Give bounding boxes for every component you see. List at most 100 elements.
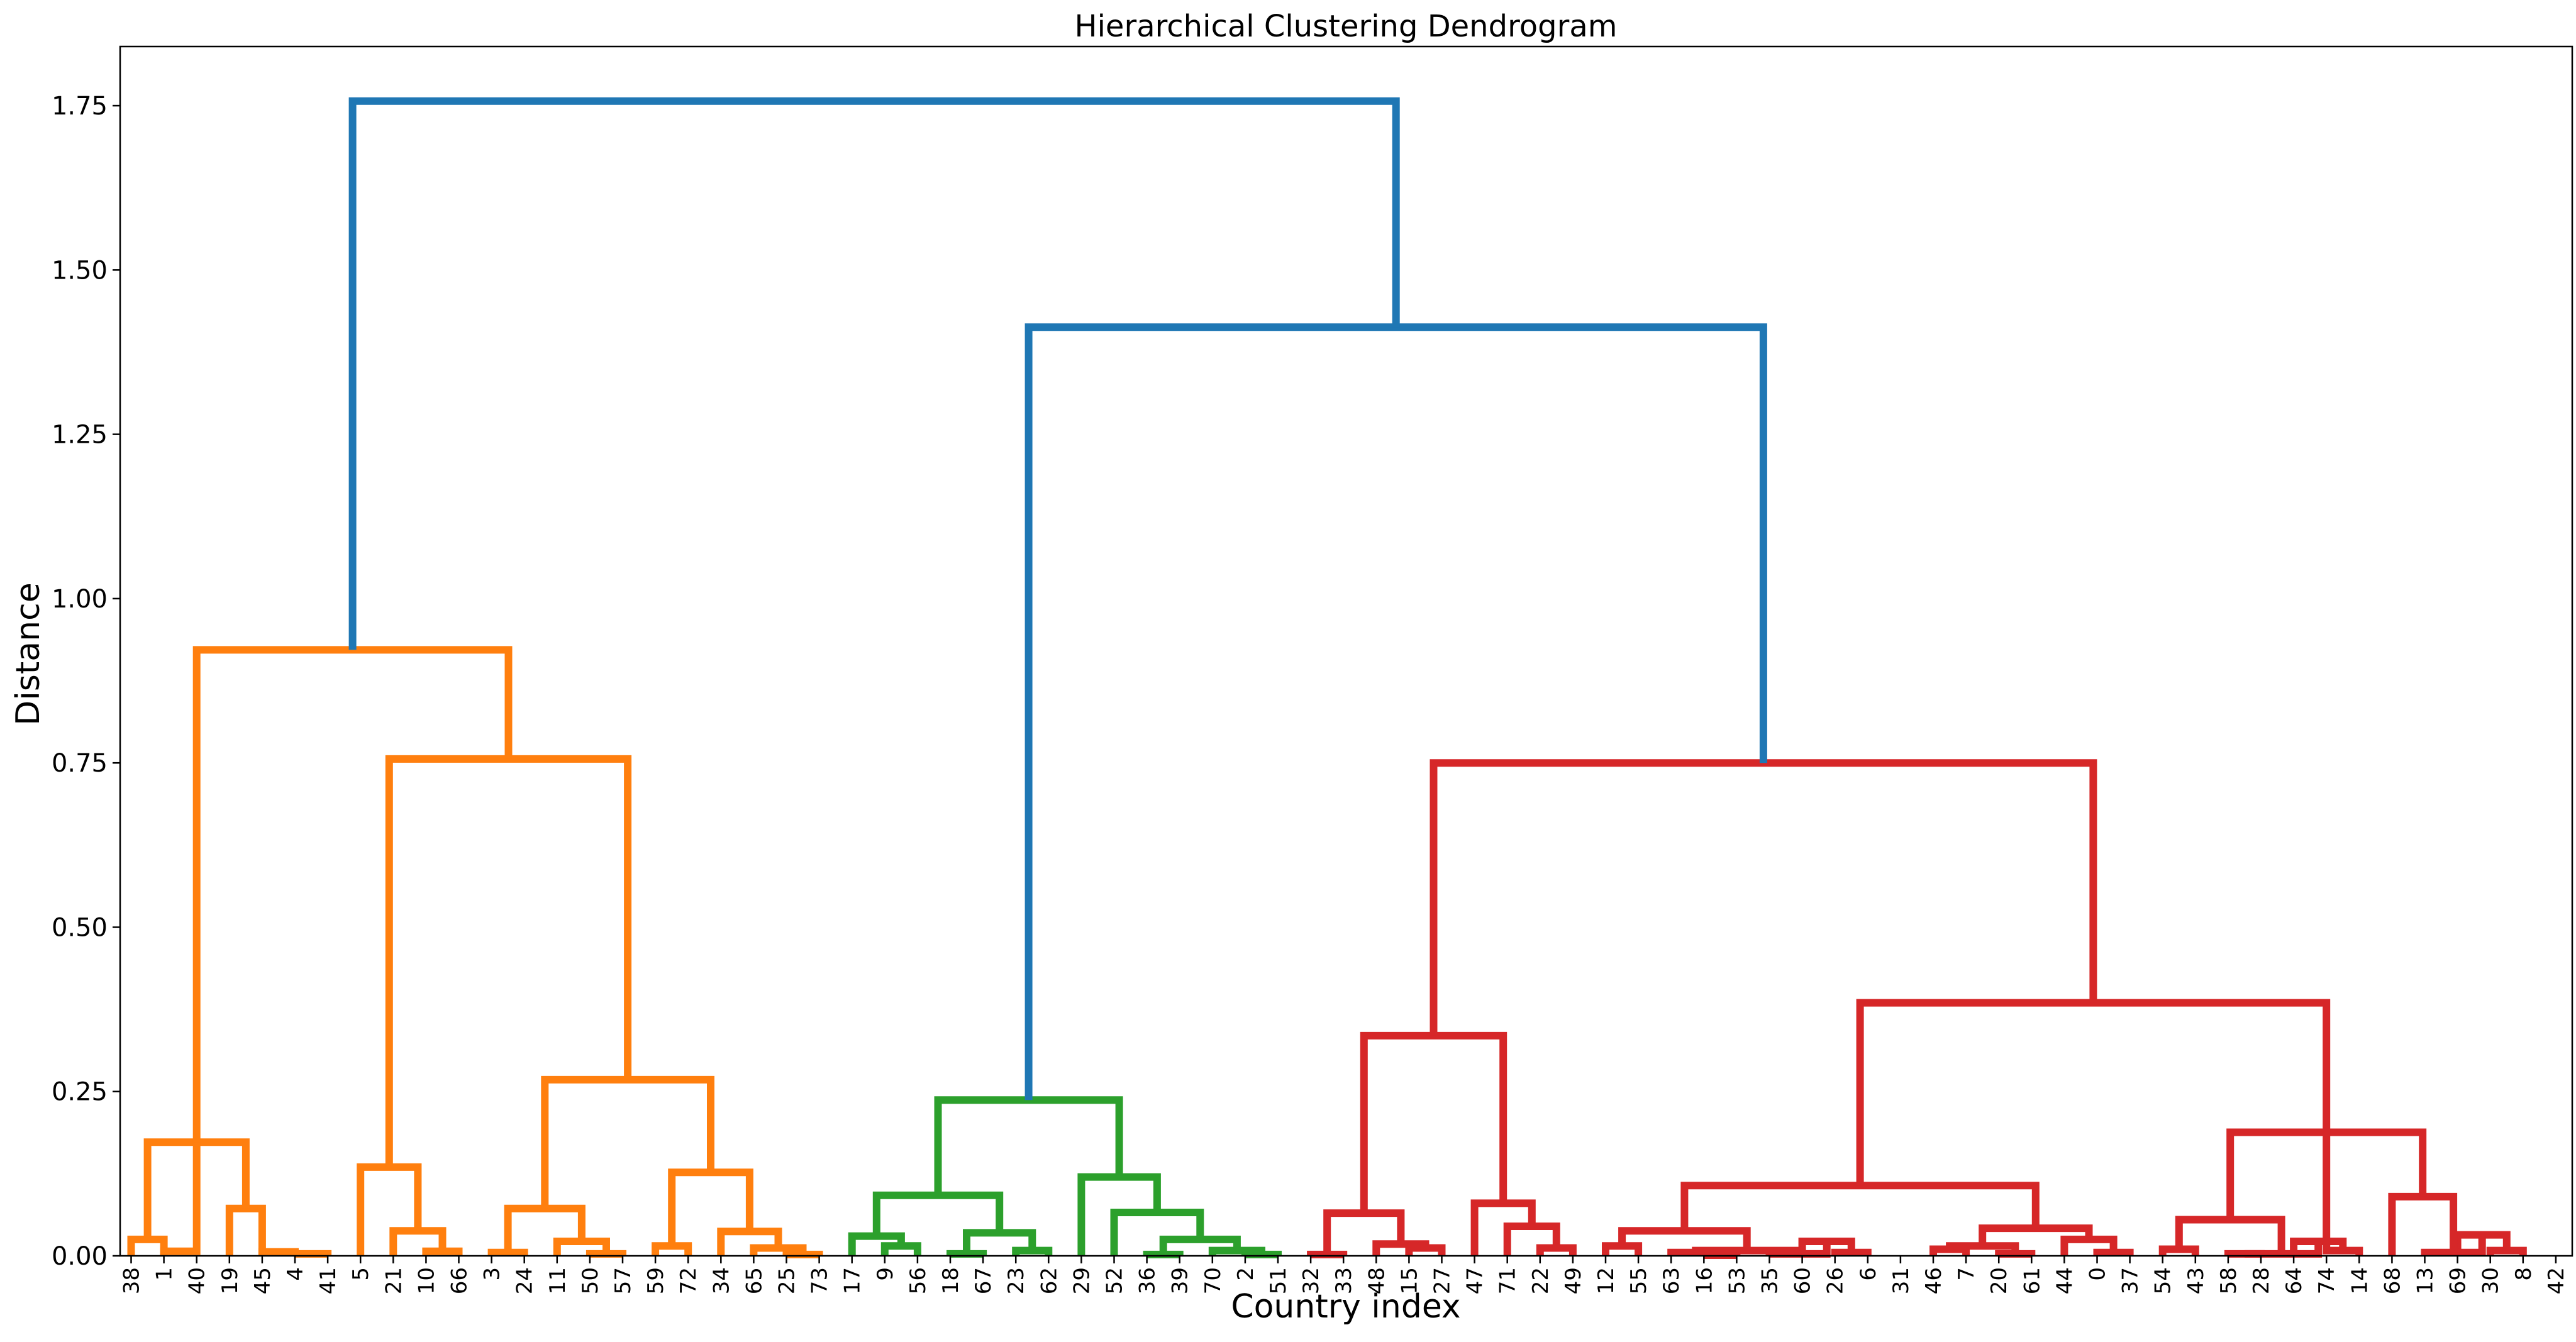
dendrogram-link-green [880,1242,921,1256]
dendrogram-link-red [2486,1246,2527,1256]
x-tick-label: 3 [480,1267,505,1281]
x-tick-label: 27 [1430,1267,1455,1294]
x-tick-label: 51 [1266,1267,1291,1294]
x-tick-label: 15 [1397,1267,1422,1294]
dendrogram-link-green [1077,1173,1161,1256]
x-tick-label: 5 [348,1267,374,1281]
x-tick-label: 25 [775,1267,800,1294]
x-tick-label: 23 [1004,1267,1029,1294]
x-tick-label: 11 [545,1267,570,1294]
x-tick-label: 9 [873,1267,898,1281]
x-axis-label: Country index [1231,1288,1460,1326]
x-tick-label: 48 [1364,1267,1389,1294]
x-tick-label: 45 [250,1267,275,1294]
dendrogram-link-red [1680,1182,2040,1231]
y-tick-label: 1.50 [52,256,108,285]
x-tick-label: 43 [2184,1267,2209,1294]
y-tick-label: 0.25 [52,1078,108,1107]
x-tick-label: 65 [741,1267,767,1294]
dendrogram-link-orange [192,646,513,1143]
x-tick-label: 6 [1856,1267,1881,1281]
x-tick-label: 54 [2151,1267,2176,1294]
x-tick-label: 67 [971,1267,996,1294]
dendrogram-link-orange [225,1204,266,1256]
x-tick-label: 29 [1069,1267,1094,1294]
x-tick-label: 32 [1299,1267,1324,1294]
y-tick-label: 0.50 [52,913,108,942]
x-tick-label: 40 [185,1267,210,1294]
dendrogram-link-red [1856,999,2331,1186]
x-tick-label: 2 [1233,1267,1258,1281]
x-tick-label: 19 [218,1267,243,1294]
x-tick-label: 57 [611,1267,636,1294]
dendrogram-link-red [1929,1245,1970,1256]
dendrogram-link-red [1323,1209,1405,1255]
x-tick-label: 38 [119,1267,145,1294]
dendrogram-link-red [2245,1241,2323,1258]
dendrogram-link-red [1430,759,2097,1036]
x-tick-label: 41 [316,1267,341,1294]
chart-title: Hierarchical Clustering Dendrogram [1075,9,1618,44]
dendrogram-link-orange [357,1163,422,1256]
x-tick-label: 61 [2019,1267,2045,1294]
x-tick-label: 66 [447,1267,472,1294]
x-tick-label: 0 [2085,1267,2111,1281]
x-tick-label: 70 [1201,1267,1226,1294]
x-tick-label: 69 [2446,1267,2471,1294]
x-tick-label: 62 [1036,1267,1062,1294]
dendrogram-link-green [934,1096,1123,1195]
dendrogram-link-red [1405,1244,1446,1256]
dendrogram-link-blue [348,97,1400,650]
dendrogram-link-red [2388,1192,2458,1256]
x-tick-label: 33 [1331,1267,1357,1294]
x-tick-label: 24 [513,1267,538,1294]
x-tick-label: 60 [1790,1267,1816,1294]
x-tick-label: 71 [1496,1267,1521,1294]
x-tick-label: 16 [1692,1267,1717,1294]
x-tick-label: 7 [1954,1267,1979,1281]
dendrogram-link-red [1360,1031,1507,1214]
dendrogram-link-green [1110,1209,1204,1256]
x-tick-label: 31 [1889,1267,1914,1294]
x-tick-label: 39 [1168,1267,1193,1294]
x-tick-label: 74 [2314,1267,2340,1294]
x-tick-label: 58 [2216,1267,2241,1294]
x-tick-label: 68 [2380,1267,2405,1294]
y-tick-label: 1.00 [52,585,108,614]
dendrogram-link-red [2158,1245,2199,1256]
x-tick-label: 21 [381,1267,406,1294]
x-tick-label: 59 [643,1267,669,1294]
x-tick-label: 28 [2249,1267,2274,1294]
x-tick-label: 12 [1594,1267,1619,1294]
dendrogram-link-red [1536,1244,1577,1256]
x-tick-label: 42 [2544,1267,2569,1294]
y-tick-label: 1.75 [52,92,108,121]
x-tick-label: 14 [2347,1267,2372,1294]
y-tick-label: 0.00 [52,1242,108,1271]
y-tick-label: 1.25 [52,421,108,450]
dendrogram-link-green [1012,1246,1053,1256]
dendrogram-link-orange [160,1142,201,1256]
x-tick-label: 34 [709,1267,734,1294]
y-axis-label: Distance [9,582,47,725]
x-tick-label: 56 [906,1267,931,1294]
dendrogram-link-orange [541,1075,714,1209]
dendrogram-link-orange [504,1204,586,1253]
x-tick-label: 26 [1823,1267,1848,1294]
x-tick-label: 49 [1561,1267,1586,1294]
x-tick-label: 46 [1921,1267,1946,1294]
x-tick-label: 64 [2282,1267,2307,1294]
x-tick-label: 4 [283,1267,308,1281]
x-tick-label: 52 [1102,1267,1128,1294]
x-tick-label: 73 [808,1267,833,1294]
x-tick-label: 17 [840,1267,865,1294]
x-tick-label: 63 [1659,1267,1684,1294]
dendrogram-link-blue [1024,323,1767,1101]
dendrogram-link-red [1692,1246,1802,1255]
dendrogram-link-orange [127,1235,168,1256]
dendrogram-link-red [2323,1132,2363,1256]
x-tick-label: 36 [1135,1267,1160,1294]
